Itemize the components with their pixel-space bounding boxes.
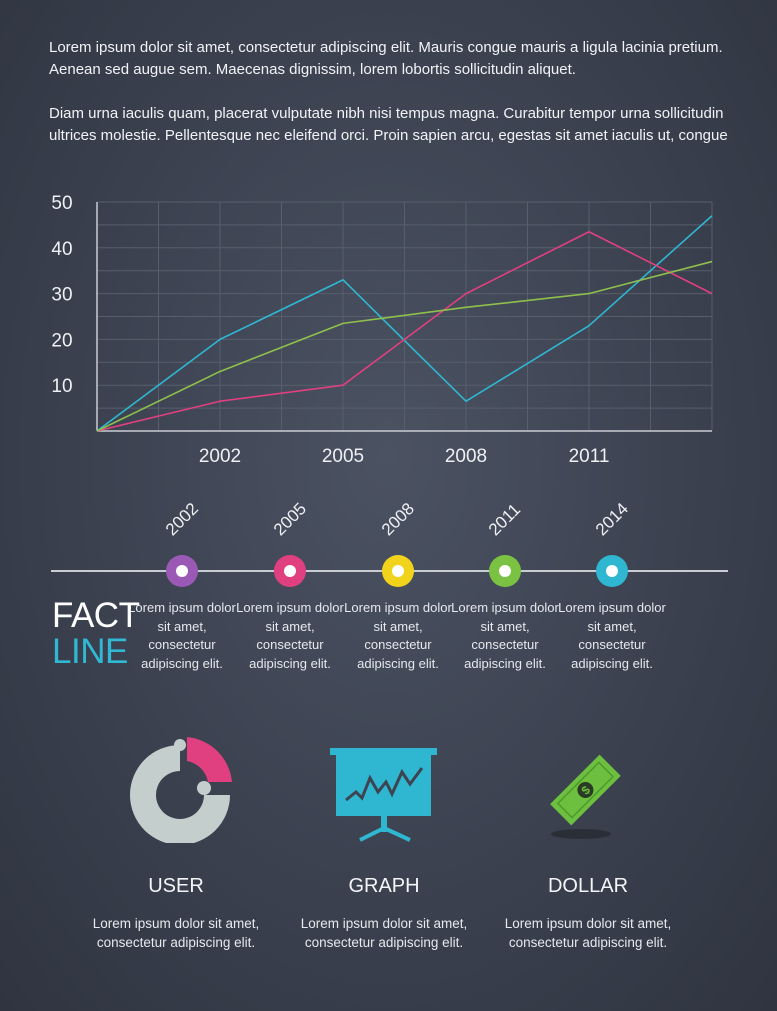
user-description: Lorem ipsum dolor sit amet, consectetur … (92, 916, 260, 950)
y-tick-label: 10 (51, 376, 72, 397)
timeline-year: 2008 (377, 499, 419, 540)
timeline-year: 2005 (269, 499, 311, 540)
timeline-dot (596, 555, 628, 587)
intro-paragraph-2: Diam urna iaculis quam, placerat vulputa… (49, 105, 728, 144)
y-tick-label: 30 (51, 285, 72, 306)
dollar-bill-icon: $ (536, 750, 636, 850)
chart-ticks: 10 20 30 40 50 2002 2005 2008 2011 (51, 193, 609, 467)
timeline-text: Lorem ipsum dolor sit amet, consectetur … (236, 600, 344, 671)
graph-title: GRAPH (348, 875, 420, 897)
timeline-text: Lorem ipsum dolor sit amet, consectetur … (558, 600, 666, 671)
x-tick-label: 2002 (199, 446, 241, 467)
puzzle-ring-icon (126, 733, 236, 848)
series-line-3 (96, 260, 713, 432)
series-line-2 (96, 230, 713, 432)
chart-grid (97, 201, 713, 431)
dollar-title: DOLLAR (547, 875, 629, 897)
fact-heading-line2: LINE (52, 632, 128, 671)
timeline-year: 2011 (484, 500, 525, 540)
graph-description: Lorem ipsum dolor sit amet, consectetur … (300, 916, 468, 950)
x-tick-label: 2011 (569, 446, 610, 467)
y-tick-label: 20 (51, 330, 72, 351)
timeline-year: 2002 (161, 499, 203, 540)
dollar-description: Lorem ipsum dolor sit amet, consectetur … (504, 916, 672, 950)
timeline-text: Lorem ipsum dolor sit amet, consectetur … (128, 600, 236, 671)
user-title: USER (148, 875, 204, 897)
line-chart: 10 20 30 40 50 2002 2005 2008 2011 (51, 193, 713, 467)
presentation-chart-icon (330, 748, 440, 848)
timeline-text: Lorem ipsum dolor sit amet, consectetur … (344, 600, 452, 671)
timeline-dot (489, 555, 521, 587)
timeline-dot (166, 555, 198, 587)
series-line-1 (96, 215, 713, 432)
y-tick-label: 50 (51, 193, 72, 214)
x-tick-label: 2005 (322, 446, 364, 467)
timeline-year: 2014 (591, 499, 633, 540)
fact-line-heading: FACT LINE (52, 596, 140, 671)
timeline-dot (274, 555, 306, 587)
y-tick-label: 40 (51, 239, 72, 260)
fact-heading-line1: FACT (52, 596, 140, 635)
timeline-dot (382, 555, 414, 587)
chart-series (96, 215, 713, 432)
timeline-text: Lorem ipsum dolor sit amet, consectetur … (451, 600, 559, 671)
x-tick-label: 2008 (445, 446, 487, 467)
intro-text: Lorem ipsum dolor sit amet, consectetur … (49, 37, 739, 169)
intro-paragraph-1: Lorem ipsum dolor sit amet, consectetur … (49, 39, 723, 78)
chart-axes (96, 202, 712, 432)
